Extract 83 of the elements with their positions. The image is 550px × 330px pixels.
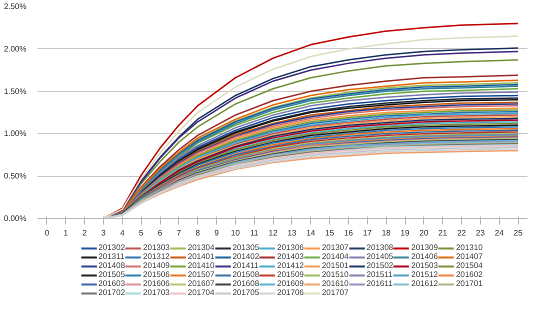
legend-label: 201612 — [411, 279, 438, 288]
legend-label: 201404 — [322, 252, 349, 261]
legend-label: 201512 — [411, 270, 438, 279]
y-tick-label: 1.00% — [4, 129, 27, 138]
legend-label: 201603 — [98, 279, 126, 288]
legend-label: 201406 — [411, 252, 438, 261]
x-tick-label: 4 — [120, 228, 126, 238]
legend-label: 201412 — [277, 261, 304, 270]
legend-label: 201410 — [188, 261, 214, 270]
legend-label: 201611 — [366, 279, 393, 288]
x-tick-label: 13 — [287, 228, 297, 238]
x-tick-label: 8 — [195, 228, 200, 238]
x-tick-label: 7 — [176, 228, 182, 238]
legend-label: 201312 — [143, 252, 170, 261]
y-tick-label: 2.50% — [4, 2, 27, 11]
legend-label: 201308 — [366, 243, 394, 252]
legend-label: 201506 — [143, 270, 170, 279]
legend-label: 201305 — [232, 243, 260, 252]
y-tick-label: 2.00% — [4, 44, 27, 54]
legend-label: 201704 — [188, 288, 214, 297]
x-tick-label: 20 — [419, 228, 429, 238]
legend-label: 201607 — [188, 279, 214, 288]
legend-label: 201702 — [98, 288, 126, 297]
legend-label: 201504 — [456, 261, 483, 270]
legend-label: 201403 — [277, 252, 304, 261]
x-tick-label: 23 — [476, 228, 486, 238]
legend-label: 201310 — [456, 243, 483, 252]
x-tick-label: 15 — [325, 228, 335, 238]
x-tick-label: 6 — [158, 228, 163, 238]
x-tick-label: 12 — [268, 228, 278, 238]
legend-label: 201407 — [456, 252, 483, 261]
legend-label: 201609 — [277, 279, 304, 288]
x-tick-label: 3 — [101, 228, 106, 238]
x-tick-label: 5 — [138, 228, 144, 238]
x-tick-label: 18 — [382, 228, 392, 238]
legend-label: 201507 — [188, 270, 214, 279]
legend-label: 201501 — [322, 261, 349, 270]
legend-label: 201508 — [232, 270, 260, 279]
x-tick-label: 9 — [214, 228, 220, 238]
legend-label: 201610 — [322, 279, 349, 288]
x-tick-label: 11 — [250, 228, 259, 238]
legend-label: 201509 — [277, 270, 304, 279]
legend-label: 201510 — [322, 270, 349, 279]
x-tick-label: 1 — [64, 228, 69, 238]
legend-label: 201306 — [277, 243, 304, 252]
y-tick-label: 1.50% — [4, 86, 27, 96]
legend-label: 201505 — [98, 270, 126, 279]
legend-label: 201606 — [143, 279, 170, 288]
x-tick-label: 10 — [230, 228, 240, 238]
x-tick-label: 2 — [82, 228, 88, 238]
x-tick-label: 0 — [44, 228, 50, 238]
x-tick-label: 25 — [514, 228, 524, 238]
y-tick-label: 0.00% — [4, 214, 27, 223]
legend-label: 201307 — [322, 243, 349, 252]
legend-label: 201405 — [366, 252, 394, 261]
legend-label: 201503 — [411, 261, 438, 270]
x-tick-label: 21 — [438, 228, 448, 238]
legend-label: 201511 — [366, 270, 393, 279]
legend-label: 201309 — [411, 243, 438, 252]
x-tick-label: 17 — [362, 228, 372, 238]
legend-label: 201409 — [143, 261, 170, 270]
x-tick-label: 22 — [457, 228, 467, 238]
x-tick-label: 16 — [344, 228, 354, 238]
legend-label: 201401 — [188, 252, 214, 261]
legend-label: 201701 — [456, 279, 483, 288]
legend-label: 201707 — [322, 288, 349, 297]
legend-label: 201302 — [98, 243, 126, 252]
legend-label: 201411 — [232, 261, 259, 270]
legend-label: 201402 — [232, 252, 260, 261]
legend-label: 201408 — [98, 261, 126, 270]
legend-label: 201602 — [456, 270, 483, 279]
legend-label: 201705 — [232, 288, 260, 297]
legend-label: 201608 — [232, 279, 260, 288]
legend-label: 201502 — [366, 261, 394, 270]
y-tick-label: 0.50% — [4, 172, 27, 181]
legend-label: 201304 — [188, 243, 214, 252]
legend-label: 201703 — [143, 288, 170, 297]
legend-label: 201706 — [277, 288, 304, 297]
x-tick-label: 14 — [306, 228, 316, 238]
x-tick-label: 24 — [494, 228, 504, 238]
legend-label: 201311 — [98, 252, 124, 261]
x-tick-label: 19 — [400, 228, 410, 238]
legend-label: 201303 — [143, 243, 170, 252]
